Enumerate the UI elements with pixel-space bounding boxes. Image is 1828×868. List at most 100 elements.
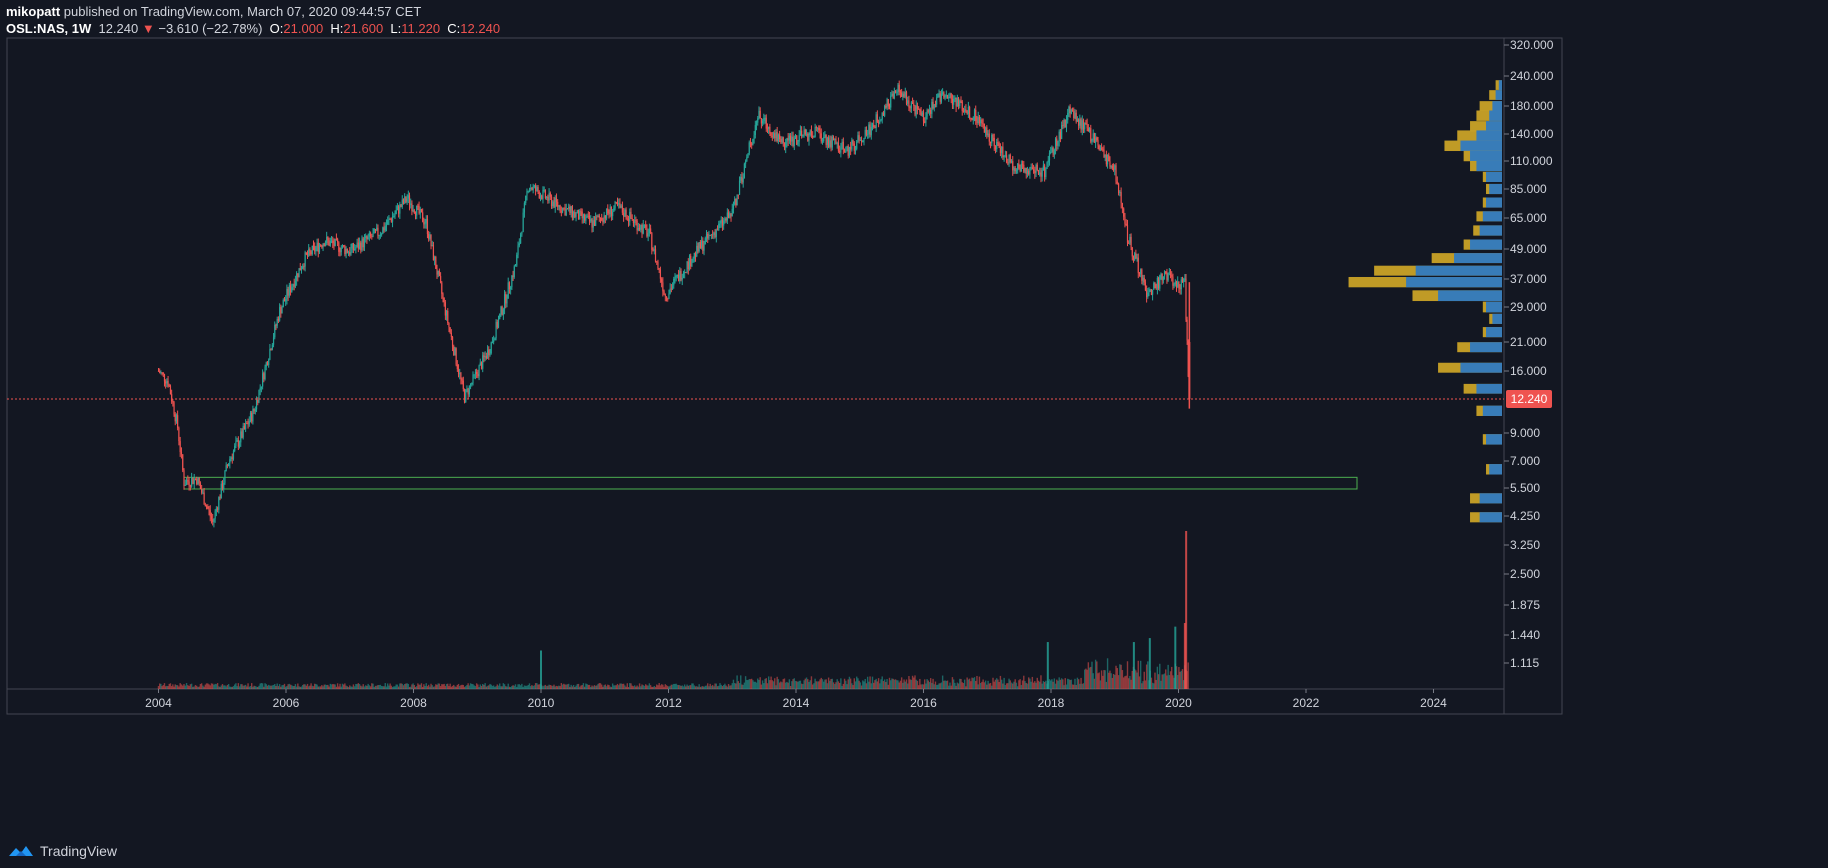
- candle-body: [1154, 283, 1156, 285]
- candle-body: [798, 135, 800, 142]
- volume-bar: [1031, 676, 1034, 689]
- volume-bar: [185, 683, 188, 689]
- candle-body: [332, 240, 334, 244]
- candle-body: [429, 234, 431, 239]
- volume-bar: [549, 685, 552, 689]
- candle-body: [604, 215, 606, 219]
- volume-bar: [187, 685, 189, 689]
- volume-bar: [328, 686, 330, 689]
- volume-bar: [418, 684, 420, 689]
- candle-body: [281, 307, 283, 314]
- candle-body: [1082, 120, 1085, 130]
- candle-body: [796, 135, 798, 145]
- volume-bar: [199, 683, 202, 689]
- volume-bar: [829, 680, 831, 689]
- volume-bar: [224, 685, 226, 689]
- candle-body: [960, 100, 962, 102]
- x-tick-label: 2014: [783, 696, 810, 710]
- candle-body: [283, 300, 286, 302]
- candle-body: [237, 440, 239, 447]
- candle-body: [1153, 283, 1155, 290]
- candle-body: [517, 245, 519, 255]
- candle-body: [512, 275, 514, 278]
- volume-bar: [200, 683, 203, 689]
- volume-bar: [429, 686, 431, 689]
- volume-bar: [236, 686, 238, 689]
- candle-body: [980, 119, 982, 124]
- candle-body: [513, 266, 515, 278]
- candle-body: [425, 219, 427, 224]
- volume-bar: [1063, 685, 1065, 689]
- volume-bar: [601, 684, 603, 689]
- volume-bar: [741, 684, 743, 689]
- candle-body: [1088, 128, 1091, 132]
- volume-bar: [426, 686, 429, 689]
- candle-body: [1046, 162, 1048, 169]
- volume-bar: [528, 683, 531, 689]
- candle-body: [949, 93, 951, 97]
- candle-body: [453, 346, 455, 356]
- y-tick-label: 140.000: [1510, 127, 1554, 141]
- candle-body: [1148, 291, 1150, 293]
- candles: [157, 80, 1191, 528]
- candle-body: [696, 245, 698, 257]
- volume-bar: [1082, 683, 1085, 689]
- volume-bar: [1040, 675, 1042, 689]
- candle-body: [577, 210, 580, 220]
- volume-spike: [1148, 638, 1151, 689]
- volume-bar: [994, 679, 997, 689]
- candle-body: [842, 141, 844, 150]
- volume-bar: [880, 679, 882, 689]
- volume-bar: [1041, 683, 1043, 689]
- candle-body: [641, 224, 643, 234]
- y-tick-label: 5.500: [1510, 481, 1540, 495]
- candle-body: [760, 118, 762, 124]
- candle-body: [876, 114, 878, 122]
- volume-bar: [996, 678, 998, 689]
- candle-body: [472, 374, 474, 383]
- volume-bar: [931, 682, 933, 689]
- volume-bar: [759, 677, 761, 689]
- volume-bar: [1098, 672, 1100, 689]
- candle-body: [845, 151, 847, 153]
- candle-body: [636, 220, 638, 231]
- candle-body: [355, 247, 357, 249]
- candle-body: [544, 189, 547, 199]
- volume-bar: [325, 684, 328, 689]
- volume-bar: [525, 685, 527, 689]
- candle-body: [658, 268, 660, 270]
- candle-body: [1104, 154, 1106, 158]
- volume-bar: [940, 682, 943, 689]
- candle-body: [652, 249, 654, 251]
- candle-body: [231, 457, 233, 459]
- volume-bar: [900, 677, 903, 689]
- volume-bar: [619, 683, 621, 689]
- volume-bar: [278, 684, 281, 689]
- volume-bar: [371, 683, 373, 689]
- candle-body: [669, 288, 671, 294]
- volume-bar: [505, 686, 507, 689]
- volume-bar: [981, 681, 983, 689]
- volume-bar: [1051, 679, 1053, 689]
- symbol-label[interactable]: OSL:NAS, 1W: [6, 21, 92, 36]
- volume-bar: [1096, 661, 1098, 689]
- volume-bar: [427, 684, 430, 689]
- candle-body: [814, 127, 816, 137]
- candle-body: [1132, 256, 1135, 260]
- candle-body: [357, 242, 359, 249]
- volume-bar: [649, 685, 652, 689]
- candle-body: [748, 142, 750, 154]
- candle-body: [272, 337, 275, 345]
- footer-brand[interactable]: TradingView: [8, 840, 117, 862]
- candle-body: [925, 116, 927, 123]
- volume-bar: [629, 683, 631, 689]
- candle-body: [262, 373, 264, 387]
- candle-body: [690, 255, 692, 267]
- candle-body: [1106, 154, 1109, 165]
- candle-body: [326, 236, 328, 244]
- candle-body: [493, 340, 495, 342]
- profile-bar-down: [1476, 160, 1502, 172]
- author-name[interactable]: mikopatt: [6, 4, 61, 19]
- candle-body: [670, 288, 672, 290]
